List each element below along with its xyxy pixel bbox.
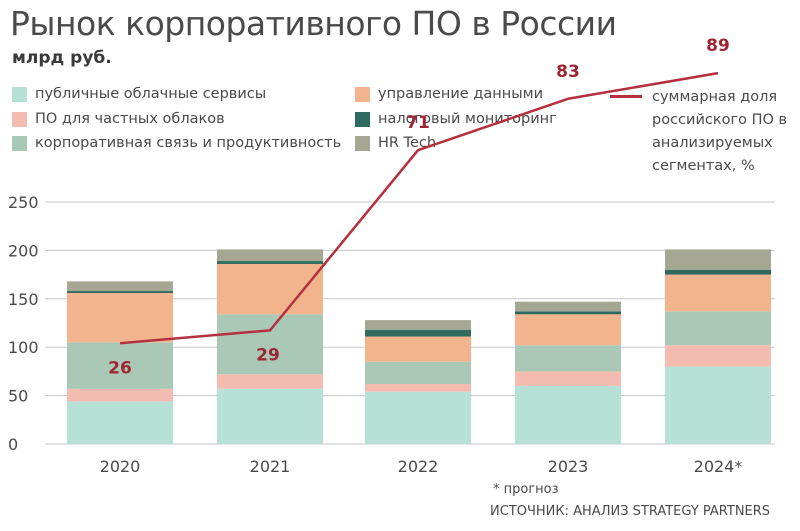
legend-swatch: [12, 86, 27, 102]
legend-item-data-management: управление данными: [355, 85, 543, 103]
bar-segment: [365, 361, 471, 384]
bar-segment: [217, 314, 323, 375]
bar-segment: [67, 292, 173, 343]
legend-label: управление данными: [378, 86, 544, 102]
chart-title: Рынок корпоративного ПО в России: [10, 4, 617, 43]
source-note: ИСТОЧНИК: АНАЛИЗ STRATEGY PARTNERS: [490, 504, 771, 519]
bar-segment: [365, 329, 471, 337]
x-tick-label: 2022: [398, 457, 439, 476]
share-data-label: 29: [256, 345, 280, 365]
y-tick-label: 150: [8, 290, 39, 309]
bar-segment: [217, 263, 323, 315]
bar-segment: [67, 401, 173, 444]
bar-segment: [217, 261, 323, 264]
bar-segment: [217, 374, 323, 389]
bar-segment: [665, 269, 771, 275]
legend-item-tax-monitoring: налоговый мониторинг: [355, 110, 557, 128]
bar-segment: [515, 385, 621, 444]
legend-swatch: [355, 111, 370, 127]
legend-item-private-cloud: ПО для частных облаков: [12, 110, 225, 128]
legend-swatch: [12, 111, 27, 127]
share-data-label: 83: [556, 62, 580, 82]
y-tick-label: 0: [8, 435, 18, 454]
legend-item-public-cloud: публичные облачные сервисы: [12, 85, 266, 103]
legend-line-label: суммарная доля российского ПО в анализир…: [652, 89, 788, 174]
legend-swatch: [355, 86, 370, 102]
chart-unit: млрд руб.: [12, 48, 112, 68]
legend-swatch: [12, 135, 27, 151]
bar-segment: [217, 249, 323, 262]
legend-label: налоговый мониторинг: [378, 111, 557, 127]
share-line: [119, 71, 719, 345]
y-tick-label: 250: [8, 193, 39, 212]
y-tick-label: 50: [8, 387, 28, 406]
bar-segment: [217, 388, 323, 444]
legend-label: ПО для частных облаков: [35, 111, 225, 127]
share-data-label: 89: [706, 36, 730, 56]
bar-segment: [515, 311, 621, 315]
legend-item-hr-tech: HR Tech: [355, 134, 436, 152]
share-data-label: 71: [406, 113, 430, 133]
legend-item-share-line: суммарная доля российского ПО в анализир…: [610, 86, 800, 178]
bar-segment: [67, 291, 173, 293]
bar-segment: [515, 345, 621, 372]
x-tick-label: 2020: [100, 457, 141, 476]
x-tick-label: 2021: [250, 457, 291, 476]
bar-segment: [665, 249, 771, 270]
legend-label: корпоративная связь и продуктивность: [35, 135, 342, 151]
legend-line-swatch: [610, 95, 642, 98]
y-tick-label: 100: [8, 338, 39, 357]
bar-segment: [67, 281, 173, 292]
bar-segment: [67, 388, 173, 402]
bar-segment: [365, 336, 471, 362]
bar-segment: [515, 314, 621, 346]
bar-segment: [665, 345, 771, 367]
bar-segment: [365, 320, 471, 330]
bar-segment: [665, 274, 771, 312]
x-tick-label: 2024*: [694, 457, 743, 476]
bar-segment: [665, 311, 771, 346]
x-tick-label: 2023: [548, 457, 589, 476]
bar-segment: [665, 366, 771, 444]
bar-segment: [515, 371, 621, 386]
legend-item-corp-comm: корпоративная связь и продуктивность: [12, 134, 341, 152]
bar-segment: [67, 342, 173, 389]
legend-label: публичные облачные сервисы: [35, 86, 267, 102]
bar-segment: [515, 301, 621, 312]
forecast-footnote: * прогноз: [493, 482, 559, 497]
y-tick-label: 200: [8, 241, 39, 260]
legend-label: HR Tech: [378, 135, 437, 151]
bar-segment: [365, 383, 471, 392]
legend-swatch: [355, 135, 370, 151]
share-data-label: 26: [108, 358, 132, 378]
bar-segment: [365, 391, 471, 444]
